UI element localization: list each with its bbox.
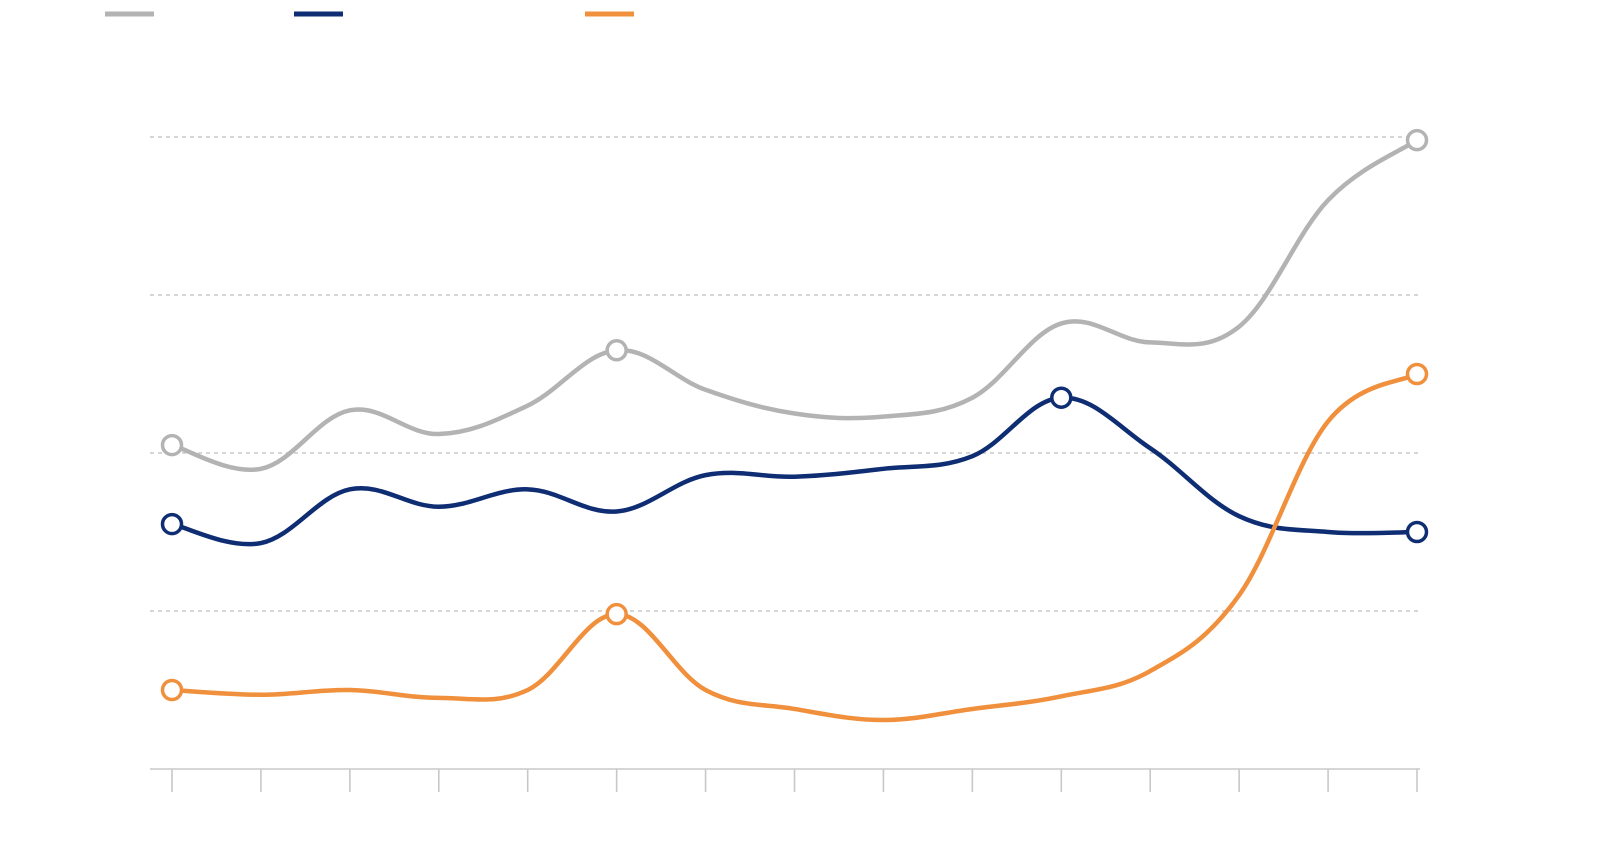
data-point-marker	[160, 512, 184, 536]
series-line-1	[169, 137, 1420, 473]
data-point-marker	[605, 339, 628, 362]
data-point-marker	[605, 602, 628, 626]
x-axis	[150, 768, 1420, 792]
series-line-3	[169, 371, 1420, 723]
series-markers	[160, 128, 1429, 702]
data-point-marker	[1050, 386, 1073, 409]
data-point-marker	[160, 433, 184, 457]
series-lines	[169, 137, 1420, 723]
data-point-marker	[1405, 362, 1429, 386]
gridlines	[150, 136, 1420, 612]
series-line-2	[169, 395, 1420, 547]
data-point-marker	[160, 678, 184, 702]
data-point-marker	[1405, 128, 1429, 152]
data-point-marker	[1405, 520, 1429, 544]
